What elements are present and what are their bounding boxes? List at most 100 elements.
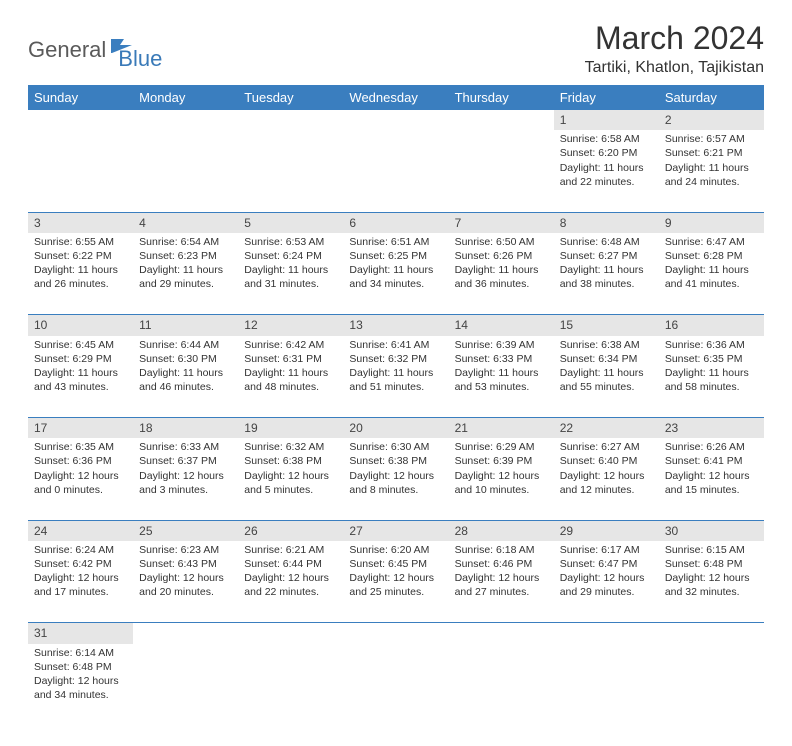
day-number: 30: [659, 520, 764, 541]
day-content-row: Sunrise: 6:24 AMSunset: 6:42 PMDaylight:…: [28, 541, 764, 623]
sunrise-text: Sunrise: 6:33 AM: [139, 440, 232, 454]
sunrise-text: Sunrise: 6:50 AM: [455, 235, 548, 249]
daylight-text: Daylight: 11 hours and 24 minutes.: [665, 161, 758, 189]
day-number: 20: [343, 418, 448, 439]
day-cell: Sunrise: 6:38 AMSunset: 6:34 PMDaylight:…: [554, 336, 659, 418]
sunrise-text: Sunrise: 6:36 AM: [665, 338, 758, 352]
sunrise-text: Sunrise: 6:58 AM: [560, 132, 653, 146]
daylight-text: Daylight: 12 hours and 3 minutes.: [139, 469, 232, 497]
day-header: Friday: [554, 85, 659, 110]
day-cell: Sunrise: 6:15 AMSunset: 6:48 PMDaylight:…: [659, 541, 764, 623]
sunset-text: Sunset: 6:31 PM: [244, 352, 337, 366]
sunset-text: Sunset: 6:32 PM: [349, 352, 442, 366]
sunrise-text: Sunrise: 6:29 AM: [455, 440, 548, 454]
day-cell: Sunrise: 6:54 AMSunset: 6:23 PMDaylight:…: [133, 233, 238, 315]
logo-text-blue: Blue: [118, 46, 162, 72]
day-number: 2: [659, 110, 764, 130]
daylight-text: Daylight: 12 hours and 25 minutes.: [349, 571, 442, 599]
sunset-text: Sunset: 6:47 PM: [560, 557, 653, 571]
day-number: 18: [133, 418, 238, 439]
daylight-text: Daylight: 12 hours and 32 minutes.: [665, 571, 758, 599]
day-cell: Sunrise: 6:50 AMSunset: 6:26 PMDaylight:…: [449, 233, 554, 315]
day-number: 6: [343, 212, 448, 233]
sunset-text: Sunset: 6:30 PM: [139, 352, 232, 366]
day-cell: Sunrise: 6:53 AMSunset: 6:24 PMDaylight:…: [238, 233, 343, 315]
day-cell: Sunrise: 6:48 AMSunset: 6:27 PMDaylight:…: [554, 233, 659, 315]
sunset-text: Sunset: 6:38 PM: [349, 454, 442, 468]
day-header: Wednesday: [343, 85, 448, 110]
day-number: 28: [449, 520, 554, 541]
day-cell: [449, 644, 554, 726]
daylight-text: Daylight: 12 hours and 12 minutes.: [560, 469, 653, 497]
day-cell: [238, 130, 343, 212]
day-number: 3: [28, 212, 133, 233]
daylight-text: Daylight: 12 hours and 17 minutes.: [34, 571, 127, 599]
daylight-text: Daylight: 11 hours and 43 minutes.: [34, 366, 127, 394]
day-number: 27: [343, 520, 448, 541]
sunrise-text: Sunrise: 6:54 AM: [139, 235, 232, 249]
day-number: [238, 623, 343, 644]
sunset-text: Sunset: 6:37 PM: [139, 454, 232, 468]
daylight-text: Daylight: 11 hours and 55 minutes.: [560, 366, 653, 394]
sunrise-text: Sunrise: 6:42 AM: [244, 338, 337, 352]
sunset-text: Sunset: 6:44 PM: [244, 557, 337, 571]
daylight-text: Daylight: 12 hours and 29 minutes.: [560, 571, 653, 599]
sunset-text: Sunset: 6:24 PM: [244, 249, 337, 263]
daylight-text: Daylight: 11 hours and 38 minutes.: [560, 263, 653, 291]
sunset-text: Sunset: 6:38 PM: [244, 454, 337, 468]
day-cell: Sunrise: 6:27 AMSunset: 6:40 PMDaylight:…: [554, 438, 659, 520]
day-number: [449, 110, 554, 130]
day-number-row: 31: [28, 623, 764, 644]
day-number: [133, 623, 238, 644]
sunset-text: Sunset: 6:20 PM: [560, 146, 653, 160]
day-content-row: Sunrise: 6:14 AMSunset: 6:48 PMDaylight:…: [28, 644, 764, 726]
day-number: 7: [449, 212, 554, 233]
daylight-text: Daylight: 11 hours and 51 minutes.: [349, 366, 442, 394]
sunrise-text: Sunrise: 6:38 AM: [560, 338, 653, 352]
calendar-table: Sunday Monday Tuesday Wednesday Thursday…: [28, 85, 764, 726]
sunrise-text: Sunrise: 6:24 AM: [34, 543, 127, 557]
logo-text-general: General: [28, 37, 106, 63]
sunrise-text: Sunrise: 6:14 AM: [34, 646, 127, 660]
day-number: 23: [659, 418, 764, 439]
day-number: 5: [238, 212, 343, 233]
day-cell: Sunrise: 6:30 AMSunset: 6:38 PMDaylight:…: [343, 438, 448, 520]
day-header: Thursday: [449, 85, 554, 110]
day-number: 15: [554, 315, 659, 336]
day-number: [343, 623, 448, 644]
day-header: Sunday: [28, 85, 133, 110]
sunrise-text: Sunrise: 6:41 AM: [349, 338, 442, 352]
day-number: 10: [28, 315, 133, 336]
day-number: [659, 623, 764, 644]
day-content-row: Sunrise: 6:35 AMSunset: 6:36 PMDaylight:…: [28, 438, 764, 520]
sunrise-text: Sunrise: 6:17 AM: [560, 543, 653, 557]
day-number: 11: [133, 315, 238, 336]
day-number: 8: [554, 212, 659, 233]
day-cell: Sunrise: 6:57 AMSunset: 6:21 PMDaylight:…: [659, 130, 764, 212]
sunrise-text: Sunrise: 6:48 AM: [560, 235, 653, 249]
sunrise-text: Sunrise: 6:15 AM: [665, 543, 758, 557]
sunset-text: Sunset: 6:48 PM: [665, 557, 758, 571]
day-header: Monday: [133, 85, 238, 110]
sunrise-text: Sunrise: 6:32 AM: [244, 440, 337, 454]
day-cell: Sunrise: 6:58 AMSunset: 6:20 PMDaylight:…: [554, 130, 659, 212]
sunset-text: Sunset: 6:23 PM: [139, 249, 232, 263]
sunset-text: Sunset: 6:40 PM: [560, 454, 653, 468]
day-cell: Sunrise: 6:47 AMSunset: 6:28 PMDaylight:…: [659, 233, 764, 315]
day-number: 25: [133, 520, 238, 541]
sunrise-text: Sunrise: 6:39 AM: [455, 338, 548, 352]
sunrise-text: Sunrise: 6:35 AM: [34, 440, 127, 454]
day-number-row: 24252627282930: [28, 520, 764, 541]
day-number: [343, 110, 448, 130]
daylight-text: Daylight: 11 hours and 36 minutes.: [455, 263, 548, 291]
day-number: 19: [238, 418, 343, 439]
day-number-row: 10111213141516: [28, 315, 764, 336]
sunset-text: Sunset: 6:26 PM: [455, 249, 548, 263]
daylight-text: Daylight: 11 hours and 48 minutes.: [244, 366, 337, 394]
day-number: 21: [449, 418, 554, 439]
day-number-row: 12: [28, 110, 764, 130]
sunset-text: Sunset: 6:22 PM: [34, 249, 127, 263]
sunset-text: Sunset: 6:39 PM: [455, 454, 548, 468]
day-number: 29: [554, 520, 659, 541]
day-number: 17: [28, 418, 133, 439]
